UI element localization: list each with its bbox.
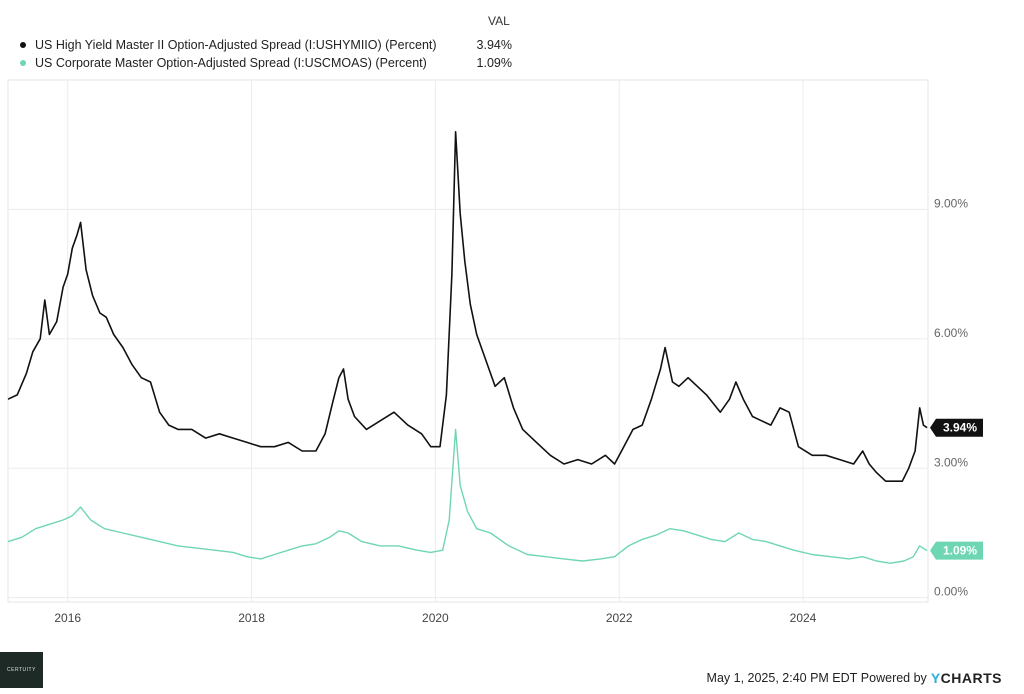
high-yield-series-line <box>7 131 928 482</box>
ycharts-logo: YCHARTS <box>930 670 1002 686</box>
plot-frame <box>7 79 929 603</box>
y-tick-label: 6.00% <box>934 326 968 340</box>
legend-item-corporate[interactable]: US Corporate Master Option-Adjusted Spre… <box>20 54 520 72</box>
y-tick-label: 0.00% <box>934 585 968 599</box>
end-value-label: 3.94% <box>943 421 977 435</box>
end-value-badge <box>930 541 983 560</box>
chart-footer: May 1, 2025, 2:40 PM EDT Powered by YCHA… <box>707 670 1002 686</box>
certuity-logo: CERTUITY <box>0 652 43 688</box>
powered-by: Powered by <box>860 671 927 685</box>
legend-label: US High Yield Master II Option-Adjusted … <box>35 38 437 52</box>
spread-line-chart: 9.00% 6.00% 3.00% 0.00% 2016 2018 2020 2022 2024… <box>7 79 983 625</box>
x-tick-label: 2024 <box>790 611 817 625</box>
y-tick-label: 3.00% <box>934 455 968 469</box>
corporate-series-line <box>7 428 928 564</box>
legend-label: US Corporate Master Option-Adjusted Spre… <box>35 56 427 70</box>
series-dot-icon <box>20 60 26 66</box>
x-tick-label: 2018 <box>238 611 265 625</box>
logo-text: CERTUITY <box>7 667 36 673</box>
x-tick-label: 2020 <box>422 611 449 625</box>
end-value-label: 1.09% <box>943 544 977 558</box>
series-dot-icon <box>20 42 26 48</box>
legend-value: 3.94% <box>476 38 512 52</box>
legend-value-header: VAL <box>488 14 510 28</box>
legend-value: 1.09% <box>476 56 512 70</box>
legend-item-high-yield[interactable]: US High Yield Master II Option-Adjusted … <box>20 36 520 54</box>
timestamp: May 1, 2025, 2:40 PM EDT <box>706 671 858 685</box>
x-tick-label: 2022 <box>606 611 633 625</box>
x-tick-label: 2016 <box>54 611 81 625</box>
y-tick-label: 9.00% <box>934 196 968 210</box>
end-value-badge <box>930 418 983 437</box>
